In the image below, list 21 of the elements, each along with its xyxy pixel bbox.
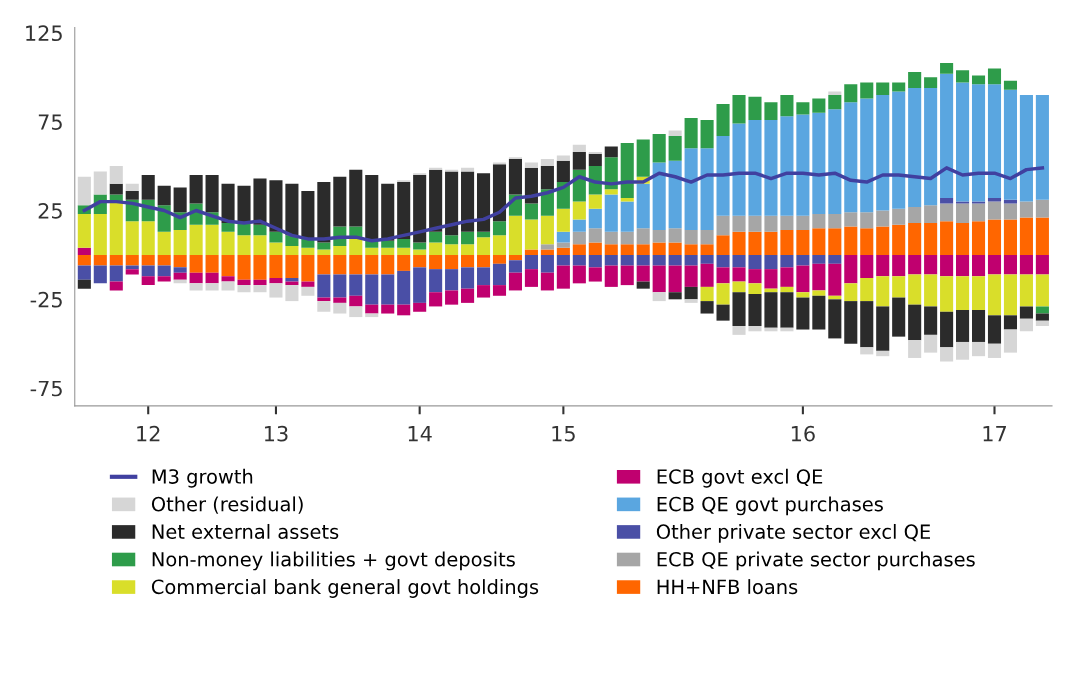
legend-label: ECB QE private sector purchases — [657, 551, 975, 571]
legend-label: Other (residual) — [151, 496, 303, 514]
legend-label: ECB govt excl QE — [657, 468, 823, 488]
legend-label: HH+NFB loans — [657, 579, 798, 595]
x-tick-label: 17 — [983, 426, 1006, 442]
x-tick-label: 15 — [552, 426, 575, 442]
y-tick-label: 25 — [38, 202, 62, 219]
legend-label: Net external assets — [152, 523, 339, 540]
y-tick-label: -25 — [30, 291, 62, 308]
x-tick-label: 13 — [264, 425, 288, 442]
legend-label: Commercial bank general govt holdings — [151, 579, 539, 598]
y-tick-label: 75 — [38, 114, 62, 130]
x-tick-label: 14 — [408, 426, 432, 442]
x-tick-label: 12 — [137, 425, 160, 442]
legend-label: M3 growth — [152, 468, 253, 488]
y-tick-label: -75 — [30, 380, 62, 397]
y-tick-label: 125 — [26, 25, 62, 42]
legend-label: Non-money liabilities + govt deposits — [152, 551, 515, 571]
legend-label: ECB QE govt purchases — [657, 496, 883, 516]
x-tick-label: 16 — [791, 425, 815, 442]
legend-label: Other private sector excl QE — [656, 523, 930, 543]
